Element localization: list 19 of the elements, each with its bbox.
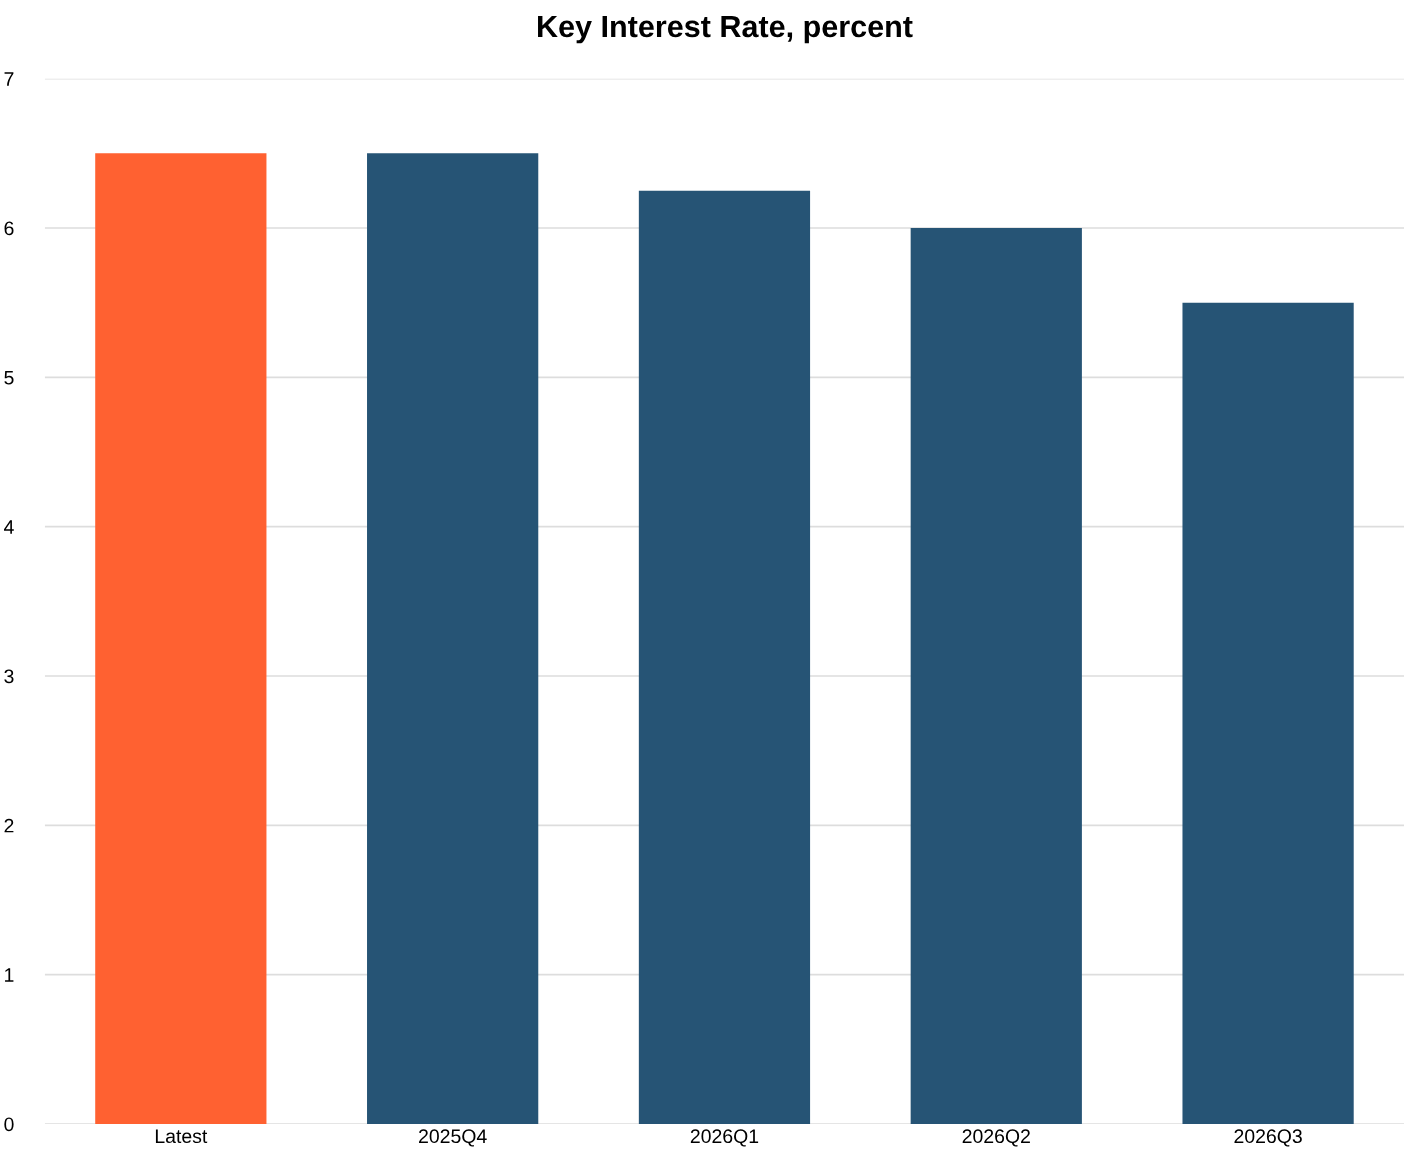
- x-tick-label: 2026Q2: [962, 1129, 1030, 1147]
- bar: [1182, 302, 1354, 1124]
- bar: [910, 228, 1082, 1124]
- y-tick-label: 3: [4, 669, 14, 684]
- y-tick-label: 4: [4, 520, 14, 534]
- y-tick-label: 5: [4, 371, 14, 385]
- y-tick-label: 0: [4, 1117, 14, 1132]
- y-tick-label: 7: [4, 72, 14, 86]
- bar: [367, 153, 539, 1124]
- x-tick-label: 2026Q3: [1234, 1129, 1302, 1147]
- chart-title: Key Interest Rate, percent: [538, 16, 913, 44]
- bar: [95, 153, 267, 1124]
- bar: [638, 190, 811, 1124]
- y-tick-label: 1: [5, 968, 14, 982]
- x-tick-label: Latest: [155, 1129, 208, 1144]
- x-tick-label: 2025Q4: [419, 1129, 487, 1147]
- y-tick-label: 2: [4, 818, 14, 833]
- y-tick-label: 6: [4, 221, 14, 236]
- x-tick-label: 2026Q1: [690, 1129, 759, 1147]
